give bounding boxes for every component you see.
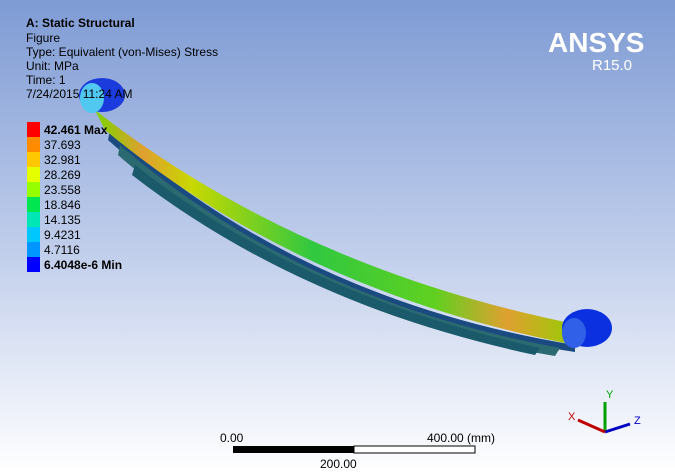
legend-label: 4.7116 bbox=[44, 243, 80, 257]
legend-swatch bbox=[27, 167, 40, 182]
legend-swatch bbox=[27, 122, 40, 137]
legend-label: 18.846 bbox=[44, 198, 81, 212]
legend-label: 6.4048e-6 Min bbox=[44, 258, 122, 272]
legend-swatch bbox=[27, 137, 40, 152]
background bbox=[0, 0, 675, 472]
legend-label: 37.693 bbox=[44, 138, 81, 152]
scale-left: 0.00 bbox=[220, 431, 244, 445]
legend-swatch bbox=[27, 152, 40, 167]
legend-swatch bbox=[27, 182, 40, 197]
scale-bar-white bbox=[354, 446, 475, 453]
logo-version: R15.0 bbox=[592, 57, 632, 74]
title: A: Static Structural bbox=[26, 16, 135, 30]
triad-x: X bbox=[568, 411, 576, 423]
legend-swatch bbox=[27, 212, 40, 227]
legend-swatch bbox=[27, 257, 40, 272]
legend-label: 32.981 bbox=[44, 153, 81, 167]
legend-swatch bbox=[27, 227, 40, 242]
legend-swatch bbox=[27, 242, 40, 257]
triad-z: Z bbox=[634, 415, 641, 427]
logo-name: ANSYS bbox=[548, 27, 644, 58]
legend-label: 14.135 bbox=[44, 213, 81, 227]
scale-bar-black bbox=[233, 446, 354, 453]
header-line: Unit: MPa bbox=[26, 59, 79, 73]
viewport: A: Static Structural FigureType: Equival… bbox=[0, 0, 675, 472]
scene: A: Static Structural FigureType: Equival… bbox=[0, 0, 675, 472]
scale-right: 400.00 (mm) bbox=[427, 431, 495, 445]
legend-label: 9.4231 bbox=[44, 228, 81, 242]
header-line: Time: 1 bbox=[26, 73, 66, 87]
scale-middle: 200.00 bbox=[320, 457, 357, 471]
legend-label: 42.461 Max bbox=[44, 123, 108, 137]
legend-label: 28.269 bbox=[44, 168, 81, 182]
legend-label: 23.558 bbox=[44, 183, 81, 197]
header-line: Type: Equivalent (von-Mises) Stress bbox=[26, 45, 218, 59]
header-line: Figure bbox=[26, 31, 60, 45]
triad-y: Y bbox=[606, 389, 614, 401]
legend-swatch bbox=[27, 197, 40, 212]
header-line: 7/24/2015 11:24 AM bbox=[26, 87, 133, 101]
